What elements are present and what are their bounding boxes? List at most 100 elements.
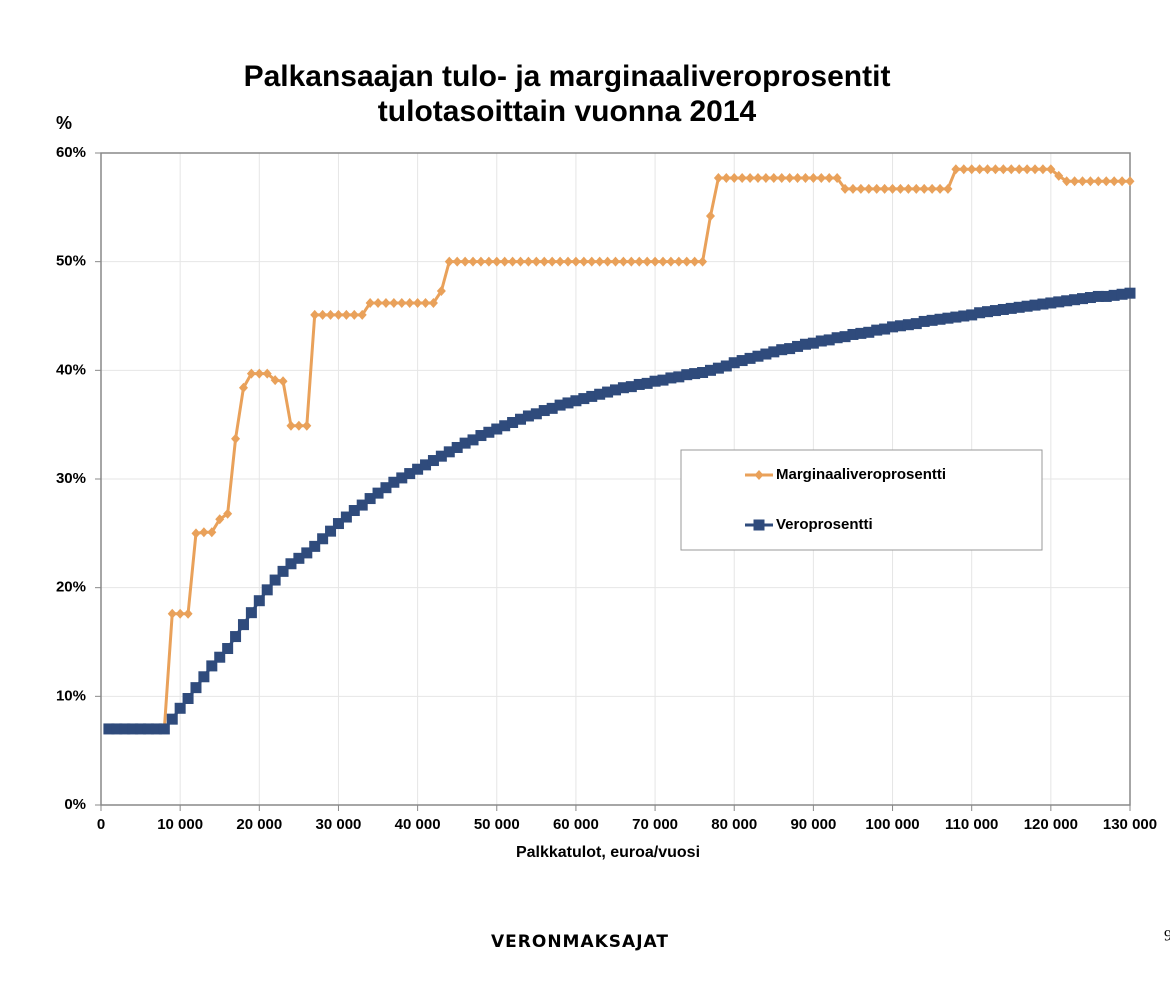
point [317,533,329,545]
point [1006,164,1016,175]
point [690,256,700,267]
point [737,172,747,183]
x-tick-label: 60 000 [553,816,599,833]
point [982,306,994,318]
point [626,256,636,267]
point [412,463,424,475]
point [1053,296,1065,308]
point [166,713,178,725]
point [793,172,803,183]
point [1093,176,1103,187]
point [1108,289,1120,301]
point [562,397,574,409]
point [468,256,478,267]
point [863,326,875,338]
point [570,395,582,407]
y-tick-label: 40% [56,361,86,378]
point [310,309,320,320]
point [888,183,898,194]
point [634,256,644,267]
point [318,309,328,320]
point [1046,164,1056,175]
y-tick-label: 60% [56,144,86,161]
point [1014,164,1024,175]
point [943,183,953,194]
point [206,660,218,672]
point [1021,300,1033,312]
y-tick-label: 10% [56,687,86,704]
x-tick-label: 120 000 [1024,816,1078,833]
point [175,608,185,619]
point [658,256,668,267]
point [1069,294,1081,306]
point [1084,292,1096,304]
point [840,183,850,194]
point [967,164,977,175]
point [617,382,629,394]
point [1022,164,1032,175]
y-tick-label: 50% [56,253,86,270]
legend: Marginaaliveroprosentti Veroprosentti [680,449,1043,551]
point [1045,297,1057,309]
point [364,493,376,505]
x-tick-label: 130 000 [1103,816,1157,833]
point [183,608,193,619]
point [421,297,431,308]
point [958,310,970,322]
point [989,305,1001,317]
point [1029,299,1041,311]
point [579,256,589,267]
point [951,164,961,175]
plot-frame [100,152,1131,806]
point [776,344,788,356]
x-tick-label: 90 000 [790,816,836,833]
point [522,410,534,422]
point [413,297,423,308]
point [293,552,305,564]
point [484,256,494,267]
point [388,476,400,488]
point [270,375,280,386]
point [246,368,256,379]
point [325,525,337,537]
point [800,172,810,183]
point [729,172,739,183]
point [174,702,186,714]
point [745,172,755,183]
point [611,256,620,267]
point [491,423,503,435]
series-line [108,167,1130,731]
point [736,355,748,367]
point [199,527,209,538]
point [262,368,272,379]
point [150,723,162,735]
point [681,369,693,381]
point [721,172,731,183]
point [515,413,527,425]
point [222,643,234,655]
point [1013,301,1025,313]
point [467,434,479,446]
point [935,183,945,194]
point [198,671,210,683]
point [340,511,352,523]
point [277,565,289,577]
point [983,164,993,175]
point [381,297,391,308]
point [523,256,533,267]
point [182,693,194,705]
point [744,352,756,364]
point [785,172,795,183]
x-tick-label: 80 000 [711,816,757,833]
point [649,375,661,387]
x-tick-label: 0 [97,816,105,833]
point [531,256,541,267]
point [278,376,288,387]
point [895,183,905,194]
point [950,311,962,323]
point [777,172,787,183]
point [657,374,669,386]
point [903,183,913,194]
point [372,487,384,499]
point [1092,290,1104,302]
